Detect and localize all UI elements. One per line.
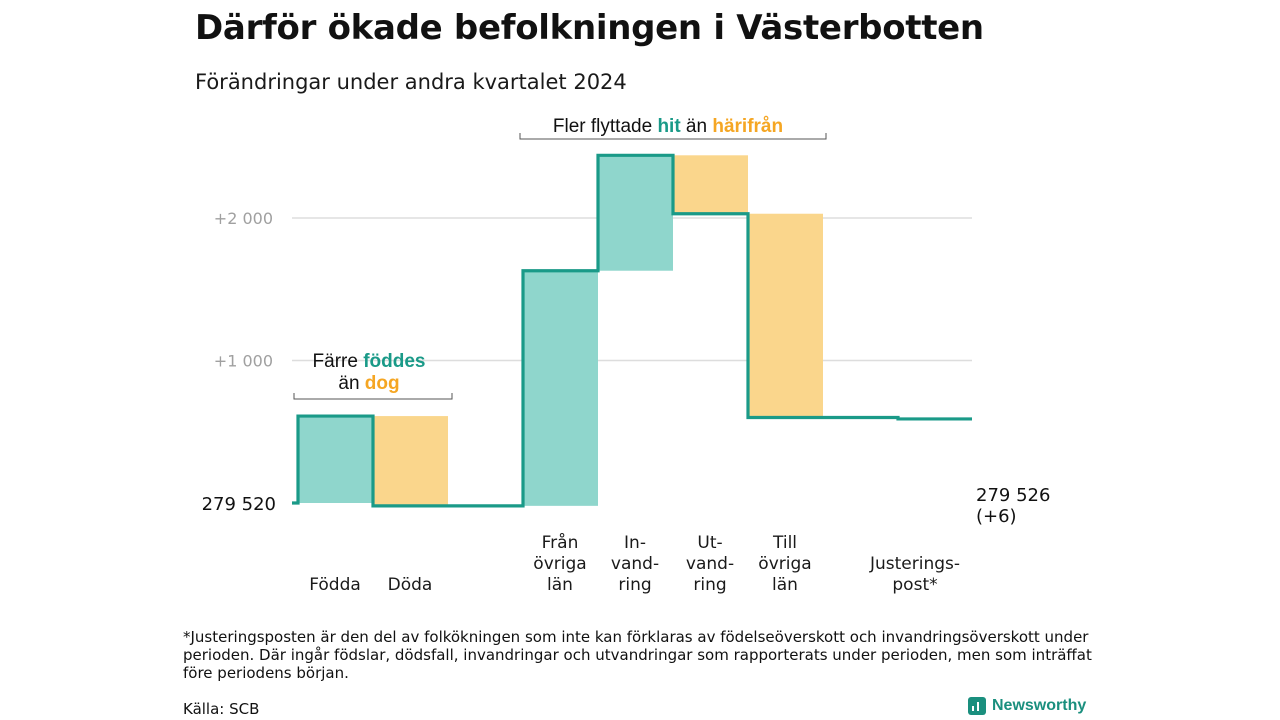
source-label: Källa: SCB xyxy=(183,700,260,718)
footnote: *Justeringsposten är den del av folkökni… xyxy=(183,628,1092,682)
annotation-span: föddes xyxy=(363,351,425,372)
annotation-span: härifrån xyxy=(712,116,783,137)
annotation-span: än xyxy=(681,116,713,137)
annotation-births-line1: Färre föddes xyxy=(313,351,426,372)
y-tick-label: +1 000 xyxy=(214,352,273,371)
annotation-bracket xyxy=(519,133,827,140)
annotation-span: än xyxy=(338,373,364,394)
category-label: ring xyxy=(618,575,651,595)
chart-subtitle: Förändringar under andra kvartalet 2024 xyxy=(195,70,627,94)
annotation-span: Färre xyxy=(313,351,364,372)
category-label: övriga xyxy=(533,554,586,574)
bar-increase xyxy=(598,155,673,271)
category-label: län xyxy=(772,575,798,595)
category-label: vand- xyxy=(611,554,659,574)
category-label: post* xyxy=(892,575,937,595)
annotation-span: Fler flyttade xyxy=(553,116,658,137)
category-label: In- xyxy=(624,533,646,553)
brand-name: Newsworthy xyxy=(992,697,1087,714)
bar-increase xyxy=(298,416,373,503)
category-label: ring xyxy=(693,575,726,595)
category-label: Ut- xyxy=(697,533,722,553)
level-line xyxy=(292,153,972,508)
category-label: övriga xyxy=(758,554,811,574)
annotation-span: dog xyxy=(365,373,400,394)
bar-decrease xyxy=(373,416,448,506)
category-label: Döda xyxy=(388,575,433,595)
category-label: vand- xyxy=(686,554,734,574)
category-label: län xyxy=(547,575,573,595)
annotation-span: hit xyxy=(657,116,681,137)
end-change-label: (+6) xyxy=(976,506,1017,527)
bar-increase xyxy=(523,270,598,506)
waterfall-chart: +2 000 +1 000 279 520 279 526(+6) Födda Döda F… xyxy=(202,116,1051,595)
newsworthy-icon xyxy=(968,697,986,715)
chart-title: Därför ökade befolkningen i Västerbotten xyxy=(195,8,984,48)
annotation-births-line2: än dog xyxy=(338,373,399,394)
category-label: Till xyxy=(772,533,797,553)
bar-decrease xyxy=(673,155,748,214)
brand-logo: Newsworthy xyxy=(968,697,1086,715)
category-label: Från xyxy=(542,532,579,553)
annotation-bracket xyxy=(293,393,453,400)
category-label: Födda xyxy=(309,575,361,595)
annotation-migration: Fler flyttade hit än härifrån xyxy=(553,116,783,137)
category-label: Justerings- xyxy=(869,554,960,574)
y-tick-label: +2 000 xyxy=(214,209,273,228)
start-value-label: 279 520 xyxy=(202,494,276,515)
end-value-label: 279 526 xyxy=(976,485,1050,506)
bar-decrease xyxy=(748,213,823,418)
